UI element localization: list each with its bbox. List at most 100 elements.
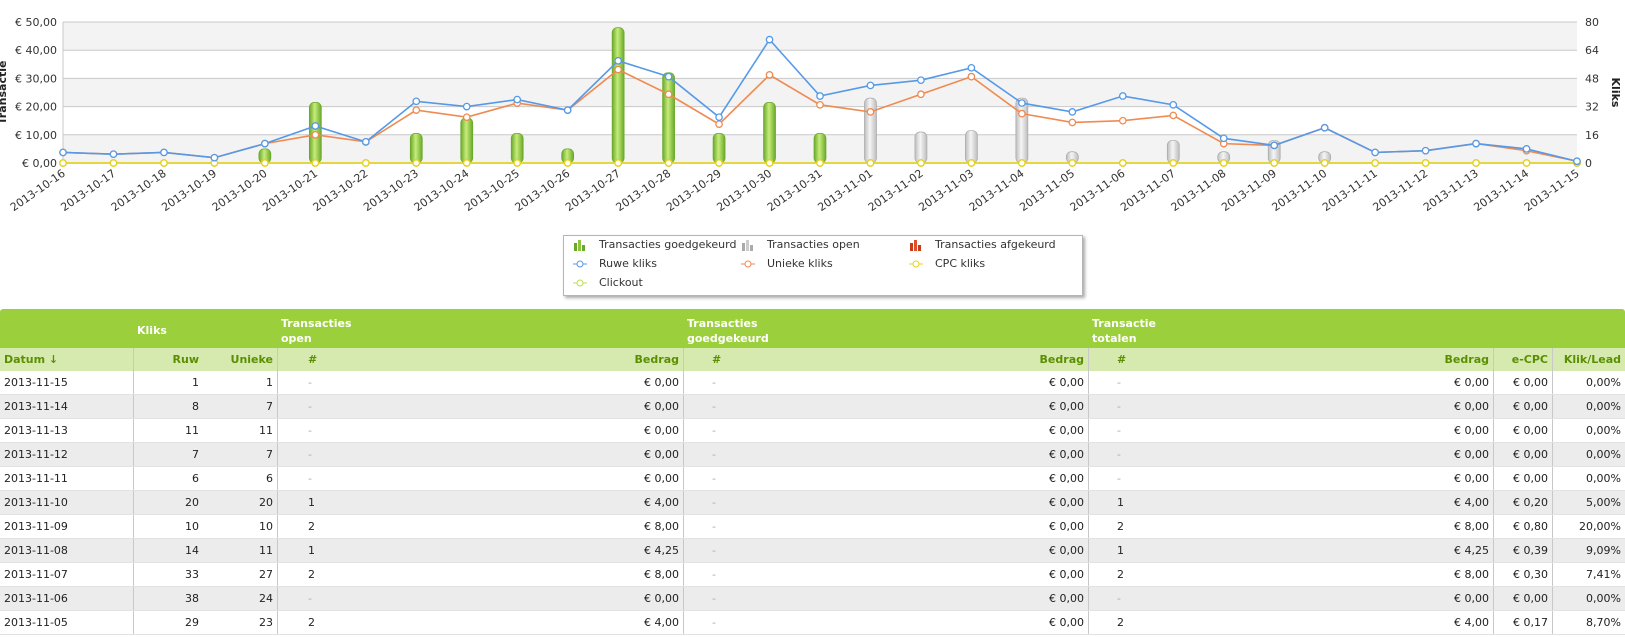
- cell-unieke: 23: [259, 616, 273, 629]
- cell-goed-bedrag: € 0,00: [1049, 520, 1084, 533]
- cell-open-n: -: [277, 419, 683, 442]
- cell-goed-bedrag: € 0,00: [1049, 448, 1084, 461]
- cell-unieke: 7: [266, 400, 273, 413]
- cell-tot-n: 2: [1088, 611, 1493, 634]
- col-datum-header[interactable]: Datum ↓: [4, 353, 59, 366]
- y-left-tick-label: € 0,00: [22, 157, 57, 170]
- x-tick-label: 2013-11-09: [1219, 167, 1279, 214]
- point-cpc-kliks: [1270, 159, 1279, 167]
- y-left-tick-label: € 30,00: [15, 72, 57, 85]
- cell-ecpc: € 0,30: [1493, 563, 1552, 586]
- y-right-tick-label: 48: [1585, 72, 1599, 85]
- cell-goed-bedrag: € 0,00: [1049, 424, 1084, 437]
- table-body: 2013-11-15 1 1- € 0,00- € 0,00- € 0,00 € 0,00 0…: [0, 371, 1625, 635]
- table-row[interactable]: 2013-11-08 14 11 1 € 4,25- € 0,00 1 € 4,25 € 0,3…: [0, 539, 1625, 563]
- point-unieke-kliks: [967, 72, 976, 81]
- table-row[interactable]: 2013-11-06 38 24- € 0,00- € 0,00- € 0,00 € 0,0…: [0, 587, 1625, 611]
- col-ruw-header[interactable]: Ruw: [133, 348, 203, 371]
- point-unieke-kliks: [1068, 118, 1077, 127]
- table-row[interactable]: 2013-11-14 8 7- € 0,00- € 0,00- € 0,00 € 0,00 0…: [0, 395, 1625, 419]
- point-unieke-kliks: [715, 120, 723, 129]
- bar-transacties-goedgekeurd: [409, 133, 423, 164]
- chart-legend: Transacties goedgekeurd Transacties open…: [563, 235, 1083, 296]
- x-tick-label: 2013-10-22: [311, 167, 371, 214]
- legend-label: Transacties goedgekeurd: [599, 238, 737, 251]
- point-cpc-kliks: [462, 159, 471, 167]
- cell-klik-lead: 8,70%: [1552, 611, 1625, 634]
- cell-open-n: 1: [277, 539, 683, 562]
- bar-transacties-open: [914, 131, 928, 164]
- y-left-tick-label: € 40,00: [15, 44, 57, 57]
- col-klik-lead-header[interactable]: Klik/Lead: [1552, 348, 1625, 371]
- cell-goed-bedrag: € 0,00: [1049, 400, 1084, 413]
- bar-icon: [909, 239, 923, 251]
- cell-klik-lead: 0,00%: [1552, 443, 1625, 466]
- x-tick-label: 2013-10-27: [563, 167, 623, 214]
- cell-datum: 2013-11-15: [4, 376, 68, 389]
- point-ruwe-kliks: [715, 113, 723, 122]
- line-icon: [573, 258, 587, 270]
- group-header-tot-2: totalen: [1092, 332, 1137, 345]
- table-row[interactable]: 2013-11-10 20 20 1 € 4,00- € 0,00 1 € 4,00 € 0,2…: [0, 491, 1625, 515]
- y-right-tick-label: 32: [1585, 101, 1599, 114]
- cell-tot-bedrag: € 0,00: [1454, 424, 1489, 437]
- col-unieke-header[interactable]: Unieke: [230, 353, 273, 366]
- bar-transacties-goedgekeurd: [712, 133, 726, 164]
- y-right-tick-label: 80: [1585, 16, 1599, 29]
- cell-unieke: 27: [259, 568, 273, 581]
- col-open-bedrag-header[interactable]: Bedrag: [634, 353, 679, 366]
- point-cpc-kliks: [1371, 159, 1379, 167]
- col-open-n-header[interactable]: #: [277, 348, 683, 371]
- col-tot-n-header[interactable]: #: [1088, 348, 1493, 371]
- cell-klik-lead: 9,09%: [1552, 539, 1625, 562]
- bar-transacties-goedgekeurd: [763, 102, 776, 164]
- point-cpc-kliks: [1068, 159, 1077, 167]
- cell-goed-n: -: [683, 419, 1088, 442]
- table-row[interactable]: 2013-11-12 7 7- € 0,00- € 0,00- € 0,00 € 0,00 0…: [0, 443, 1625, 467]
- point-ruwe-kliks: [917, 76, 925, 85]
- table-row[interactable]: 2013-11-07 33 27 2 € 8,00- € 0,00 2 € 8,00 € 0,3…: [0, 563, 1625, 587]
- y-right-tick-label: 0: [1585, 157, 1592, 170]
- cell-tot-n: -: [1088, 587, 1493, 610]
- point-ruwe-kliks: [462, 102, 471, 111]
- cell-goed-n: -: [683, 587, 1088, 610]
- x-tick-label: 2013-11-02: [866, 167, 926, 214]
- point-ruwe-kliks: [1118, 92, 1127, 100]
- col-tot-bedrag-header[interactable]: Bedrag: [1444, 353, 1489, 366]
- col-ecpc-header[interactable]: e-CPC: [1493, 348, 1552, 371]
- cell-open-n: -: [277, 443, 683, 466]
- group-header-tot-1: Transactie: [1092, 317, 1156, 330]
- point-cpc-kliks: [513, 159, 522, 167]
- y-left-axis-title: Transactie: [0, 61, 9, 125]
- table-row[interactable]: 2013-11-05 29 23 2 € 4,00- € 0,00 2 € 4,00 € 0,1…: [0, 611, 1625, 635]
- group-header-goed-2: goedgekeurd: [687, 332, 769, 345]
- cell-datum: 2013-11-14: [4, 400, 68, 413]
- table-row[interactable]: 2013-11-11 6 6- € 0,00- € 0,00- € 0,00 € 0,00 0…: [0, 467, 1625, 491]
- table-group-header: Kliks Transacties open Transacties goedg…: [0, 309, 1625, 348]
- cell-klik-lead: 7,41%: [1552, 563, 1625, 586]
- cell-goed-bedrag: € 0,00: [1049, 376, 1084, 389]
- group-header-goed-1: Transacties: [687, 317, 758, 330]
- col-goed-n-header[interactable]: #: [683, 348, 1088, 371]
- point-unieke-kliks: [816, 100, 824, 109]
- bar-icon: [741, 239, 755, 251]
- col-goed-bedrag-header[interactable]: Bedrag: [1039, 353, 1084, 366]
- x-tick-label: 2013-10-24: [412, 167, 472, 214]
- cell-unieke: 11: [259, 424, 273, 437]
- cell-datum: 2013-11-11: [4, 472, 68, 485]
- x-tick-label: 2013-11-13: [1421, 167, 1481, 214]
- cell-ecpc: € 0,20: [1493, 491, 1552, 514]
- point-ruwe-kliks: [261, 139, 269, 148]
- cell-ecpc: € 0,00: [1493, 467, 1552, 490]
- point-ruwe-kliks: [1371, 148, 1379, 157]
- cell-goed-n: -: [683, 491, 1088, 514]
- table-row[interactable]: 2013-11-15 1 1- € 0,00- € 0,00- € 0,00 € 0,00 0…: [0, 371, 1625, 395]
- point-cpc-kliks: [412, 159, 421, 167]
- table-row[interactable]: 2013-11-09 10 10 2 € 8,00- € 0,00 2 € 8,00 € 0,8…: [0, 515, 1625, 539]
- table-row[interactable]: 2013-11-13 11 11- € 0,00- € 0,00- € 0,00 € 0,0…: [0, 419, 1625, 443]
- cell-open-bedrag: € 0,00: [644, 448, 679, 461]
- point-ruwe-kliks: [513, 95, 522, 104]
- cell-open-bedrag: € 0,00: [644, 376, 679, 389]
- cell-datum: 2013-11-08: [4, 544, 68, 557]
- cell-goed-n: -: [683, 371, 1088, 394]
